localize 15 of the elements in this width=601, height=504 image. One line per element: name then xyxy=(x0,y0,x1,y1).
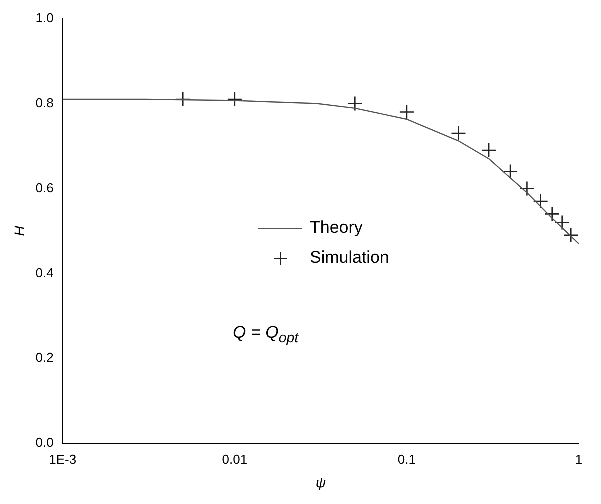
y-tick-label: 0.4 xyxy=(36,265,54,280)
y-tick-label: 0.6 xyxy=(36,180,54,196)
x-tick-label: 1 xyxy=(575,452,583,467)
y-tick-label: 0.2 xyxy=(36,350,54,366)
annotation: Q = Q$_{opt}$ xyxy=(233,323,299,346)
x-tick-label: 0.01 xyxy=(222,452,248,467)
x-tick-label: 1E-3 xyxy=(49,452,77,467)
y-tick-label: 1.0 xyxy=(36,10,54,26)
y-tick-label: 0.0 xyxy=(36,435,54,450)
legend-label: Theory xyxy=(310,217,363,239)
y-axis-title: H xyxy=(11,225,28,236)
x-axis-title: ψ xyxy=(316,474,326,490)
legend-label: Simulation xyxy=(310,247,390,269)
x-tick-label: 0.1 xyxy=(398,452,416,467)
y-tick-label: 0.8 xyxy=(36,95,54,110)
